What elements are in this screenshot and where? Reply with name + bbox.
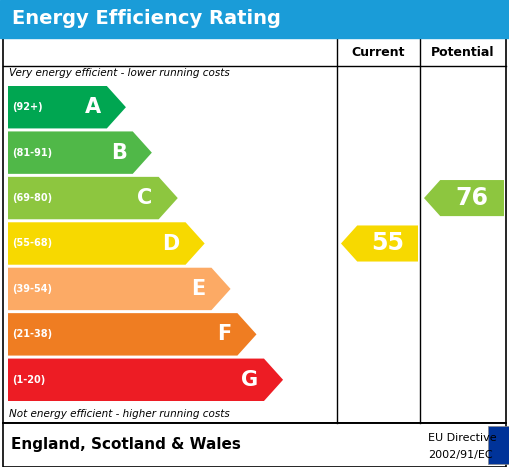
Polygon shape [341,226,418,262]
Polygon shape [8,313,257,355]
Bar [3,38,506,423]
Text: England, Scotland & Wales: England, Scotland & Wales [11,438,241,453]
Text: 55: 55 [371,232,404,255]
Polygon shape [8,177,178,219]
Text: (81-91): (81-91) [12,148,52,158]
Text: 2002/91/EC: 2002/91/EC [428,450,493,460]
Text: A: A [84,97,101,117]
Text: F: F [217,325,232,344]
Bar [488,426,509,464]
Text: (39-54): (39-54) [12,284,52,294]
Text: Energy Efficiency Rating: Energy Efficiency Rating [12,9,281,28]
Polygon shape [8,268,231,310]
Text: G: G [241,370,258,390]
Polygon shape [8,131,152,174]
Text: (55-68): (55-68) [12,239,52,248]
Polygon shape [424,180,504,216]
Text: Potential: Potential [431,45,495,58]
Text: (92+): (92+) [12,102,43,112]
Bar [0,0,509,38]
Text: B: B [111,142,127,163]
Text: Very energy efficient - lower running costs: Very energy efficient - lower running co… [9,68,230,78]
Bar [3,423,506,467]
Text: Current: Current [352,45,405,58]
Text: 76: 76 [456,186,489,210]
Text: E: E [191,279,206,299]
Text: EU Directive: EU Directive [428,433,497,443]
Text: (69-80): (69-80) [12,193,52,203]
Polygon shape [8,222,205,265]
Text: Not energy efficient - higher running costs: Not energy efficient - higher running co… [9,409,230,419]
Polygon shape [8,86,126,128]
Polygon shape [8,359,283,401]
Text: C: C [137,188,153,208]
Text: (21-38): (21-38) [12,329,52,340]
Text: (1-20): (1-20) [12,375,45,385]
Text: D: D [162,234,180,254]
